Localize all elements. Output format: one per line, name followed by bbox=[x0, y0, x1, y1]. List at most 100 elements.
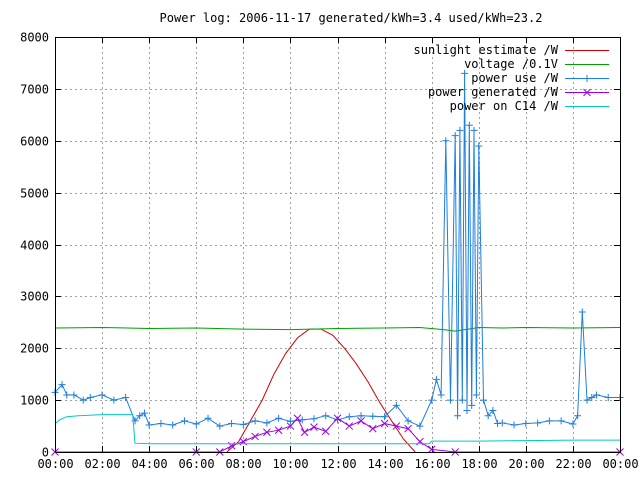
data-point bbox=[451, 132, 459, 140]
data-point bbox=[545, 417, 553, 425]
legend-marker bbox=[583, 75, 591, 82]
data-point bbox=[322, 412, 330, 420]
data-point bbox=[428, 396, 436, 404]
data-point bbox=[461, 69, 469, 77]
y-tick-label: 8000 bbox=[20, 31, 49, 45]
data-point bbox=[578, 308, 586, 316]
data-point bbox=[458, 396, 466, 404]
data-point bbox=[442, 137, 450, 145]
data-point bbox=[456, 126, 464, 134]
data-point bbox=[98, 391, 106, 399]
data-point bbox=[286, 417, 294, 425]
data-point bbox=[251, 417, 259, 425]
data-point bbox=[239, 421, 247, 429]
data-point bbox=[432, 375, 440, 383]
legend-label: voltage /0.1V bbox=[464, 57, 558, 71]
data-point bbox=[592, 391, 600, 399]
data-point bbox=[145, 421, 153, 429]
data-point bbox=[369, 412, 377, 420]
data-point bbox=[447, 396, 454, 404]
x-tick-label: 08:00 bbox=[225, 457, 261, 471]
data-point bbox=[293, 414, 302, 423]
data-point bbox=[569, 420, 577, 428]
data-point bbox=[416, 422, 424, 430]
x-tick-label: 10:00 bbox=[272, 457, 308, 471]
y-tick-label: 7000 bbox=[20, 83, 49, 97]
data-point bbox=[574, 412, 582, 420]
data-point bbox=[63, 391, 71, 399]
y-tick-label: 5000 bbox=[20, 187, 49, 201]
data-point bbox=[454, 412, 462, 420]
data-point bbox=[228, 419, 236, 427]
data-point bbox=[479, 396, 487, 404]
data-point bbox=[368, 424, 377, 433]
data-point bbox=[522, 419, 530, 427]
data-point bbox=[345, 422, 354, 430]
data-point bbox=[427, 445, 436, 454]
data-point bbox=[263, 428, 271, 437]
data-point bbox=[404, 424, 412, 433]
series-line-2 bbox=[54, 73, 620, 427]
data-point bbox=[588, 394, 596, 402]
data-point bbox=[274, 426, 283, 435]
x-tick-label: 14:00 bbox=[367, 457, 403, 471]
data-point bbox=[251, 432, 259, 441]
data-point bbox=[286, 422, 295, 430]
data-point bbox=[468, 401, 476, 409]
data-point bbox=[298, 416, 306, 424]
x-tick-label: 00:00 bbox=[602, 457, 638, 471]
data-point bbox=[333, 414, 342, 423]
data-point bbox=[169, 421, 177, 429]
data-point bbox=[275, 414, 283, 422]
series-line-0 bbox=[226, 328, 416, 453]
plot-frame bbox=[55, 37, 621, 453]
x-tick-label: 18:00 bbox=[461, 457, 497, 471]
data-point bbox=[472, 391, 480, 399]
data-point bbox=[140, 409, 148, 417]
chart-title: Power log: 2006-11-17 generated/kWh=3.4 … bbox=[160, 11, 543, 25]
legend-label: power generated /W bbox=[428, 85, 559, 99]
data-point bbox=[122, 394, 130, 402]
x-tick-label: 00:00 bbox=[37, 457, 73, 471]
data-point bbox=[204, 414, 212, 422]
data-point bbox=[583, 396, 591, 404]
y-tick-label: 6000 bbox=[20, 135, 49, 149]
data-point bbox=[310, 423, 318, 431]
series-group bbox=[51, 69, 624, 456]
y-tick-label: 1000 bbox=[20, 394, 49, 408]
data-point bbox=[381, 413, 389, 421]
data-point bbox=[498, 419, 506, 427]
data-point bbox=[216, 422, 224, 430]
data-point bbox=[437, 391, 445, 399]
data-point bbox=[470, 126, 478, 134]
x-tick-label: 02:00 bbox=[84, 457, 120, 471]
x-tick-label: 06:00 bbox=[178, 457, 214, 471]
data-point bbox=[463, 407, 471, 414]
y-tick-label: 0 bbox=[42, 446, 49, 460]
data-point bbox=[392, 422, 401, 430]
y-tick-label: 3000 bbox=[20, 290, 49, 304]
data-point bbox=[557, 417, 565, 425]
data-point bbox=[110, 396, 118, 404]
legend-marker bbox=[583, 88, 591, 97]
axis-ticks: 0 1000 2000 3000 4000 5000 6000 7000 8000 00:00 02… bbox=[20, 31, 638, 472]
legend-label: sunlight estimate /W bbox=[414, 43, 559, 57]
data-point bbox=[392, 401, 400, 409]
data-point bbox=[484, 412, 492, 420]
data-point bbox=[300, 428, 309, 437]
x-tick-label: 16:00 bbox=[414, 457, 450, 471]
data-point bbox=[489, 407, 497, 414]
y-tick-label: 2000 bbox=[20, 342, 49, 356]
y-tick-label: 4000 bbox=[20, 239, 49, 253]
x-tick-label: 22:00 bbox=[555, 457, 591, 471]
data-point bbox=[70, 391, 78, 399]
data-point bbox=[345, 413, 353, 421]
data-point bbox=[534, 419, 542, 427]
data-point bbox=[510, 421, 518, 429]
data-point bbox=[604, 394, 612, 402]
data-point bbox=[157, 419, 165, 427]
x-tick-label: 20:00 bbox=[508, 457, 544, 471]
data-point bbox=[263, 419, 271, 427]
